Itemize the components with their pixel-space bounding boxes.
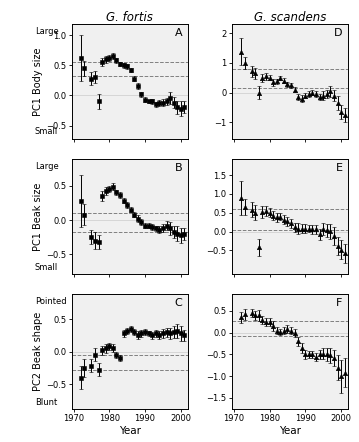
Text: Pointed: Pointed	[34, 297, 66, 306]
Text: Small: Small	[34, 127, 58, 137]
Text: F: F	[336, 298, 342, 308]
Title: G. scandens: G. scandens	[254, 11, 326, 24]
Text: D: D	[334, 28, 342, 38]
Y-axis label: PC1 Body size: PC1 Body size	[33, 47, 43, 116]
Text: A: A	[174, 28, 182, 38]
Title: G. fortis: G. fortis	[106, 11, 153, 24]
X-axis label: Year: Year	[119, 426, 141, 436]
Text: E: E	[335, 163, 342, 173]
Y-axis label: PC1 Beak size: PC1 Beak size	[33, 183, 43, 251]
Text: Large: Large	[34, 162, 59, 171]
Text: Small: Small	[34, 263, 58, 271]
X-axis label: Year: Year	[279, 426, 301, 436]
Text: Large: Large	[34, 27, 59, 36]
Text: C: C	[174, 298, 182, 308]
Text: Blunt: Blunt	[34, 397, 57, 407]
Y-axis label: PC2 Beak shape: PC2 Beak shape	[33, 312, 43, 391]
Text: B: B	[174, 163, 182, 173]
